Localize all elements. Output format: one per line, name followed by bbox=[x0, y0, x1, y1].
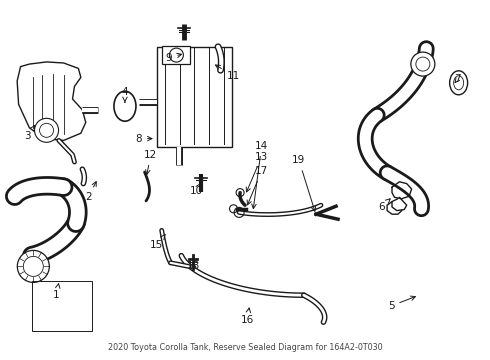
Circle shape bbox=[35, 118, 58, 142]
Circle shape bbox=[411, 52, 435, 76]
Text: 1: 1 bbox=[53, 284, 60, 300]
Bar bbox=[162, 46, 191, 64]
Text: 4: 4 bbox=[122, 87, 128, 102]
Text: 18: 18 bbox=[187, 261, 200, 271]
Text: 15: 15 bbox=[150, 235, 165, 250]
Text: 11: 11 bbox=[216, 65, 240, 81]
Text: 7: 7 bbox=[454, 74, 461, 84]
Text: 19: 19 bbox=[292, 155, 316, 211]
Polygon shape bbox=[392, 182, 412, 199]
Ellipse shape bbox=[450, 71, 467, 95]
Text: 6: 6 bbox=[378, 199, 390, 212]
Bar bbox=[157, 47, 232, 147]
Bar bbox=[32, 281, 92, 331]
Text: 13: 13 bbox=[246, 152, 269, 192]
Text: 10: 10 bbox=[190, 183, 202, 196]
Text: 16: 16 bbox=[240, 308, 254, 325]
Text: 2020 Toyota Corolla Tank, Reserve Sealed Diagram for 164A2-0T030: 2020 Toyota Corolla Tank, Reserve Sealed… bbox=[108, 343, 382, 352]
Text: 2: 2 bbox=[85, 182, 96, 202]
Circle shape bbox=[17, 251, 49, 282]
Text: 5: 5 bbox=[388, 296, 416, 311]
Text: 9: 9 bbox=[166, 53, 181, 63]
Polygon shape bbox=[392, 197, 407, 211]
Text: 14: 14 bbox=[252, 141, 269, 208]
Text: 17: 17 bbox=[247, 166, 269, 205]
Text: 12: 12 bbox=[144, 150, 158, 174]
Polygon shape bbox=[17, 62, 86, 140]
Text: 3: 3 bbox=[24, 126, 35, 141]
Circle shape bbox=[170, 48, 183, 62]
Text: 8: 8 bbox=[135, 134, 152, 144]
